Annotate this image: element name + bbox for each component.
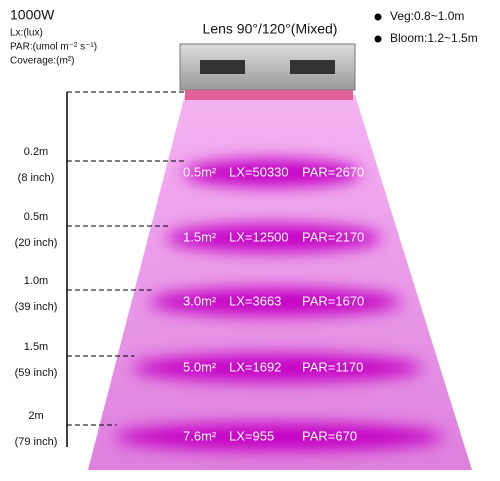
lx: LX=955 — [229, 428, 274, 443]
lx: LX=50330 — [229, 164, 289, 179]
coverage: 5.0m² — [183, 359, 217, 374]
inch: (8 inch) — [18, 172, 55, 184]
lx: LX=1692 — [229, 359, 281, 374]
coverage: 0.5m² — [183, 164, 217, 179]
coverage: 1.5m² — [183, 229, 217, 244]
par: PAR=2170 — [302, 229, 364, 244]
inch: (79 inch) — [15, 436, 58, 448]
distance: 0.2m — [24, 146, 48, 158]
par: PAR=1170 — [302, 359, 363, 374]
legend-label: Veg:0.8~1.0m — [390, 9, 464, 23]
lx: LX=12500 — [229, 229, 289, 244]
legend-dot — [374, 13, 382, 21]
distance: 1.0m — [24, 275, 48, 287]
light-beam — [88, 95, 472, 470]
lens-label: Lens 90°/120°(Mixed) — [203, 21, 338, 37]
model: 1000W — [10, 7, 55, 23]
lamp-vents — [200, 60, 335, 74]
distance: 2m — [28, 410, 43, 422]
glow — [114, 423, 444, 451]
inch: (20 inch) — [15, 237, 58, 249]
par: PAR=2670 — [302, 164, 364, 179]
distance: 1.5m — [24, 341, 48, 353]
inch: (59 inch) — [15, 367, 58, 379]
glow — [149, 288, 402, 316]
coverage-unit: Coverage:(m²) — [10, 56, 74, 67]
glow — [132, 354, 423, 382]
par-unit: PAR:(umol m⁻² s⁻¹) — [10, 42, 97, 53]
lx-unit: Lx:(lux) — [10, 28, 43, 39]
legend-label: Bloom:1.2~1.5m — [390, 31, 478, 45]
inch: (39 inch) — [15, 301, 58, 313]
legend-dot — [374, 35, 382, 43]
lx: LX=3663 — [229, 293, 281, 308]
glow — [166, 224, 382, 252]
par: PAR=670 — [302, 428, 357, 443]
lamp-leds — [185, 90, 353, 100]
glow — [182, 159, 362, 187]
coverage: 3.0m² — [183, 293, 217, 308]
distance: 0.5m — [24, 211, 48, 223]
coverage: 7.6m² — [183, 428, 217, 443]
par: PAR=1670 — [302, 293, 364, 308]
